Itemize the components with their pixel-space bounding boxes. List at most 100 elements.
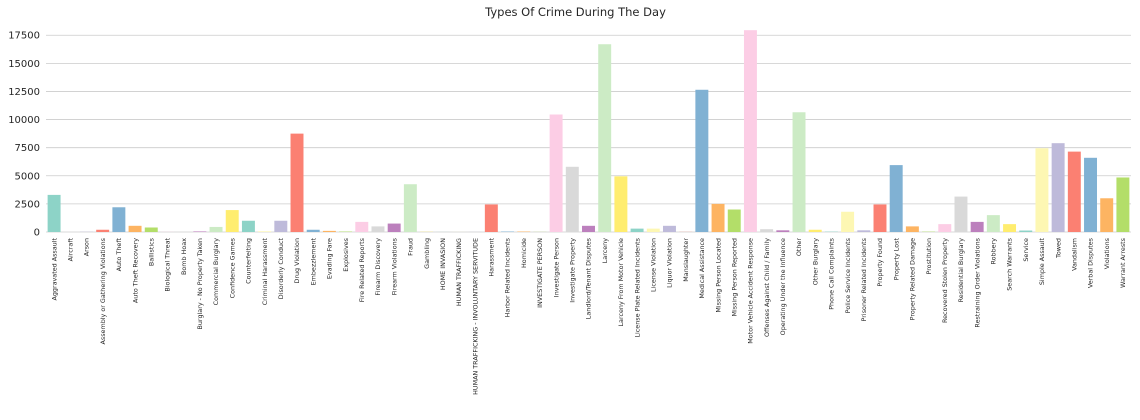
x-tick-label: Confidence Games bbox=[228, 237, 236, 298]
x-tick-label: Biological Threat bbox=[164, 238, 172, 292]
bar bbox=[711, 203, 725, 232]
x-tick-label: Harassment bbox=[488, 238, 496, 277]
bar bbox=[1067, 151, 1081, 232]
x-tick-label: Medical Assistance bbox=[698, 238, 706, 299]
x-tick-label: Verbal Disputes bbox=[1087, 237, 1095, 288]
y-tick-label: 10000 bbox=[8, 115, 40, 126]
x-tick-label: Larceny From Motor Vehicle bbox=[617, 238, 625, 327]
x-tick-label: Residential Burglary bbox=[957, 238, 965, 303]
x-tick-label: Fire Related Reports bbox=[358, 237, 366, 302]
x-tick-label: Service bbox=[1022, 238, 1030, 262]
bar bbox=[322, 230, 336, 232]
x-tick-label: Bomb Hoax bbox=[180, 238, 188, 275]
bar bbox=[290, 133, 304, 232]
x-tick-label: Recovered Stolen Property bbox=[941, 238, 949, 323]
bar bbox=[1084, 157, 1097, 232]
x-tick-label: Auto Theft bbox=[115, 238, 123, 272]
bar bbox=[1003, 224, 1017, 232]
x-tick-label: Explosives bbox=[342, 237, 350, 271]
bar bbox=[355, 221, 369, 232]
x-tick-label: Gambling bbox=[423, 238, 431, 269]
bar bbox=[565, 166, 579, 232]
bar bbox=[274, 220, 288, 232]
x-tick-label: Vandalism bbox=[1071, 238, 1079, 271]
bar bbox=[727, 209, 741, 232]
x-tick-label: Landlord/Tenant Disputes bbox=[585, 237, 593, 319]
bar bbox=[193, 231, 207, 232]
bar bbox=[630, 228, 644, 232]
bar bbox=[695, 89, 709, 232]
x-tick-label: Robbery bbox=[990, 238, 998, 265]
bar bbox=[954, 196, 968, 232]
x-tick-label: Liquor Violation bbox=[666, 238, 674, 288]
bar bbox=[258, 231, 272, 232]
x-tick-label: Disorderly Conduct bbox=[277, 238, 285, 300]
x-tick-label: License Plate Related Incidents bbox=[633, 237, 641, 337]
chart-title: Types Of Crime During The Day bbox=[484, 5, 666, 19]
y-tick-label: 17500 bbox=[8, 31, 40, 42]
x-tick-label: Restraining Order Violations bbox=[973, 237, 981, 327]
bar bbox=[582, 225, 595, 232]
bar bbox=[857, 230, 871, 232]
bar bbox=[1051, 143, 1065, 232]
bar bbox=[1100, 198, 1114, 232]
x-tick-label: Drug Violation bbox=[293, 238, 301, 284]
bar bbox=[743, 30, 757, 233]
x-tick-label: Arson bbox=[83, 238, 91, 256]
y-gridlines bbox=[46, 34, 1131, 233]
x-tick-label: Motor Vehicle Accident Response bbox=[747, 238, 755, 344]
x-tick-label: HUMAN TRAFFICKING - INVOLUNTARY SERVITUD… bbox=[471, 238, 479, 395]
bar bbox=[96, 229, 110, 232]
bar bbox=[598, 44, 612, 232]
x-tick-label: Commercial Burglary bbox=[212, 238, 220, 306]
y-tick-label: 15000 bbox=[8, 59, 40, 70]
bar bbox=[387, 223, 401, 232]
x-tick-label: Property Lost bbox=[892, 238, 900, 281]
bar bbox=[646, 228, 660, 232]
x-tick-label: Manslaughter bbox=[682, 238, 690, 282]
bar bbox=[873, 204, 887, 232]
x-tick-label: Embezzlement bbox=[309, 238, 317, 286]
bar bbox=[1116, 177, 1130, 232]
x-tick-label: Prostitution bbox=[925, 238, 933, 275]
x-tick-label: INVESTIGATE PERSON bbox=[536, 238, 544, 308]
x-tick-label: Aggravated Assault bbox=[50, 238, 58, 301]
bar bbox=[549, 114, 563, 232]
x-tick-label: Investigate Property bbox=[569, 238, 577, 303]
y-tick-label: 0 bbox=[34, 228, 40, 239]
x-tick-label: Firearm Discovery bbox=[374, 238, 382, 296]
x-tick-label: Investigate Person bbox=[552, 238, 560, 297]
x-tick-label: Simple Assault bbox=[1038, 238, 1046, 286]
bar bbox=[662, 225, 676, 232]
bar bbox=[225, 210, 239, 232]
x-tick-label: Harbor Related Incidents bbox=[504, 237, 512, 317]
bar bbox=[841, 211, 855, 232]
bar bbox=[889, 165, 903, 232]
bar bbox=[371, 226, 385, 232]
y-tick-label: 7500 bbox=[15, 143, 40, 154]
bar bbox=[209, 226, 223, 232]
bar bbox=[403, 184, 417, 232]
x-tick-label: Assembly or Gathering Violations bbox=[99, 237, 107, 344]
x-tick-label: Criminal Harassment bbox=[261, 238, 269, 306]
y-tick-label: 12500 bbox=[8, 87, 40, 98]
bar bbox=[905, 226, 919, 232]
x-tick-label: Firearm Violations bbox=[390, 237, 398, 295]
x-tick-label: Phone Call Complaints bbox=[828, 237, 836, 309]
x-tick-label: Warrant Arrests bbox=[1119, 237, 1127, 288]
x-axis-ticks: Aggravated Assault Aircraft Arson Assembly … bbox=[50, 237, 1127, 395]
x-tick-label: Fraud bbox=[407, 238, 415, 256]
bar bbox=[306, 229, 320, 232]
x-tick-label: Counterfeiting bbox=[245, 238, 253, 284]
bar bbox=[1019, 230, 1033, 232]
bar bbox=[614, 176, 628, 232]
x-tick-label: Offenses Against Child / Family bbox=[763, 238, 771, 337]
bar bbox=[128, 225, 142, 232]
x-tick-label: Search Warrants bbox=[1006, 237, 1014, 290]
y-tick-label: 5000 bbox=[15, 171, 40, 182]
bar bbox=[776, 230, 790, 232]
x-tick-label: Operating Under the Influence bbox=[779, 238, 787, 335]
bar bbox=[938, 224, 952, 232]
bar bbox=[1035, 148, 1049, 232]
